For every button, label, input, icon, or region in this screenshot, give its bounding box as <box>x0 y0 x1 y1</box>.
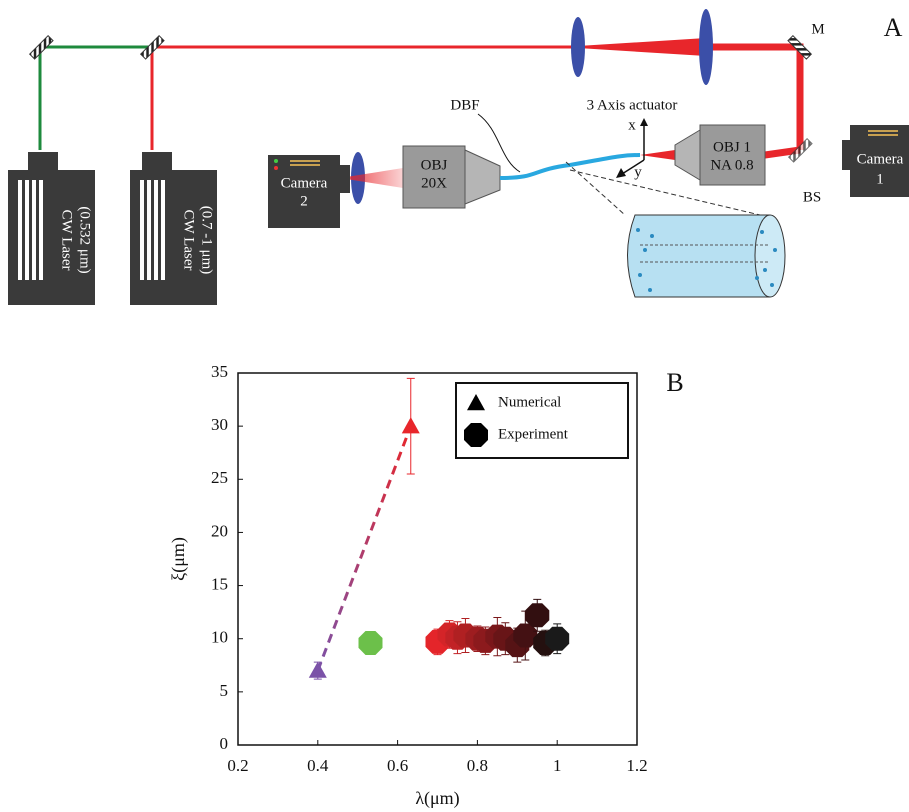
beam-to-objective <box>764 146 801 159</box>
objective-20x <box>402 145 466 209</box>
legend-label: Experiment <box>498 426 569 442</box>
x-tick-label: 0.4 <box>307 756 329 775</box>
y-axis-label: ξ(μm) <box>168 537 189 581</box>
x-tick-label: 1 <box>553 756 562 775</box>
y-tick-label: 30 <box>211 415 228 434</box>
y-tick-label: 20 <box>211 521 228 540</box>
plot-frame <box>237 372 638 746</box>
triangle-marker <box>308 661 327 678</box>
x-tick-label: 0.8 <box>467 756 488 775</box>
diagram-a: CW Laser (0.532 μm) CW Laser (0.7 -1 μm)… <box>8 9 909 305</box>
octagon-marker <box>358 631 383 655</box>
x-axis-label: λ(μm) <box>415 788 459 809</box>
pointer <box>477 113 521 173</box>
x-tick-label: 0.6 <box>387 756 408 775</box>
laser-head <box>142 152 172 172</box>
octagon-marker <box>525 603 550 628</box>
laser-body <box>8 170 95 305</box>
objective-label: OBJ <box>421 157 448 173</box>
triangle-marker <box>401 417 420 434</box>
laser-label: CW Laser <box>181 210 197 271</box>
y-tick-label: 15 <box>211 574 228 593</box>
axis-label: y <box>634 164 642 180</box>
laser-label: (0.532 μm) <box>77 206 93 273</box>
camera-label: 1 <box>876 171 884 187</box>
green-beam <box>38 45 152 150</box>
mirror-1 <box>28 34 54 60</box>
objective-label: NA 0.8 <box>710 157 753 173</box>
objective-label: 20X <box>421 175 447 191</box>
mirror-2 <box>139 34 165 60</box>
axis-label: x <box>628 117 636 133</box>
chart-b: 0.2 0.4 0.6 0.8 1 1.2 0 5 10 15 20 25 30 35 λ(μm) ξ(μm)… <box>168 362 684 809</box>
camera-2 <box>268 155 340 228</box>
fiber-label: DBF <box>450 97 479 113</box>
x-tick-label: 0.2 <box>227 756 248 775</box>
laser-label: (0.7 -1 μm) <box>199 206 215 274</box>
stripes <box>18 180 43 280</box>
connecting-line <box>316 425 413 672</box>
panel-label: B <box>666 368 683 397</box>
legend-label: Numerical <box>498 394 561 410</box>
camera-lens-mount <box>340 165 350 193</box>
camera-label: Camera <box>857 151 904 167</box>
legend-marker <box>467 394 485 411</box>
panel-label: A <box>884 13 903 42</box>
legend-marker <box>464 423 488 447</box>
y-tick-label: 25 <box>211 468 228 487</box>
lens <box>571 17 585 77</box>
objective-tip <box>674 129 701 181</box>
mirror-m <box>787 34 813 60</box>
red-beam <box>150 45 578 150</box>
laser-body <box>130 170 217 305</box>
x-tick-label: 1.2 <box>626 756 647 775</box>
zoom-line <box>569 169 761 216</box>
beam-expander <box>578 38 706 56</box>
y-tick-label: 0 <box>220 734 229 753</box>
stripes <box>140 180 165 280</box>
objective-tip <box>464 149 501 205</box>
octagon-marker <box>513 623 538 648</box>
actuator-label: 3 Axis actuator <box>587 97 678 113</box>
y-tick-label: 5 <box>220 681 229 700</box>
camera-label: Camera <box>281 175 328 191</box>
legend-box <box>455 382 629 459</box>
octagon-marker <box>545 626 570 651</box>
fiber-inset <box>627 214 786 298</box>
objective-label: OBJ 1 <box>713 139 751 155</box>
laser-head <box>28 152 58 172</box>
output-beam <box>340 168 403 188</box>
axis-arrow <box>621 159 645 175</box>
focus-cone <box>640 150 675 160</box>
camera-1 <box>850 125 909 197</box>
y-tick-label: 10 <box>211 628 228 647</box>
bs-label: BS <box>803 189 821 205</box>
objective-1 <box>699 124 766 186</box>
y-tick-label: 35 <box>211 362 228 381</box>
camera-label: 2 <box>300 193 308 209</box>
lens <box>699 9 713 85</box>
mirror-label: M <box>811 21 824 37</box>
zoom-line <box>565 161 626 216</box>
beam-splitter <box>787 137 813 163</box>
laser-label: CW Laser <box>59 210 75 271</box>
